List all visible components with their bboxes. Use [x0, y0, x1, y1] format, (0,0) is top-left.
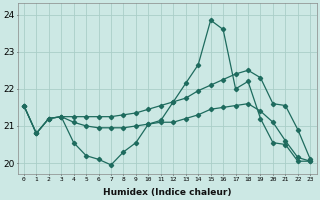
X-axis label: Humidex (Indice chaleur): Humidex (Indice chaleur): [103, 188, 231, 197]
